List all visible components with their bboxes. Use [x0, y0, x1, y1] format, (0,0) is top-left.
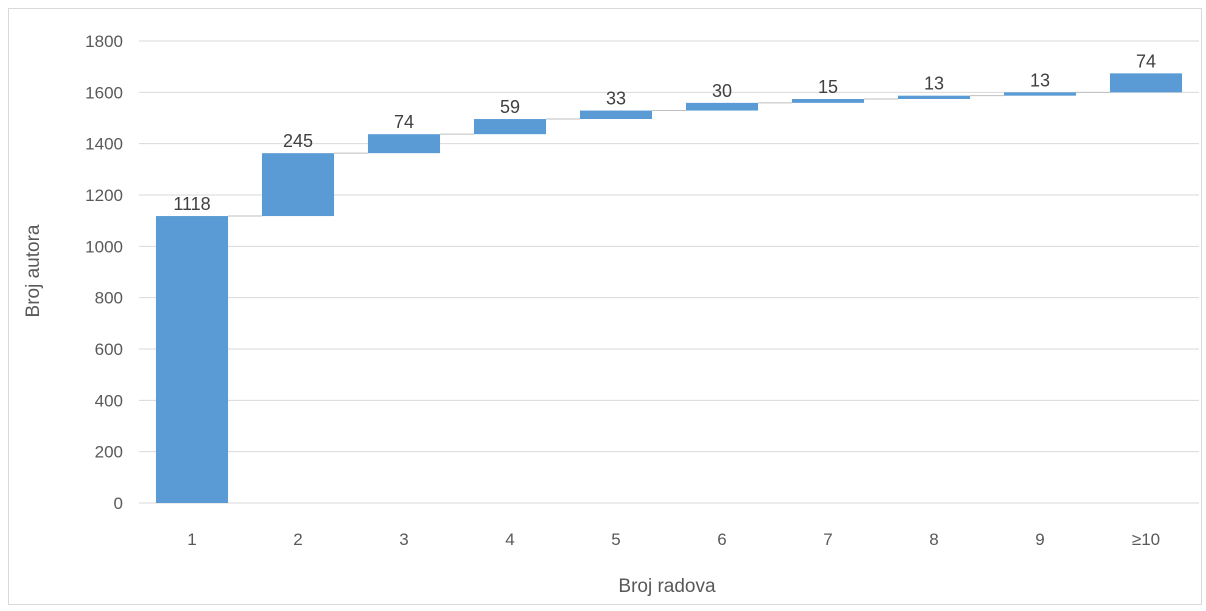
- data-label: 1118: [173, 194, 210, 214]
- x-axis-title: Broj radova: [618, 576, 716, 597]
- bar: [261, 153, 335, 217]
- x-tick-label: ≥10: [1132, 530, 1160, 549]
- x-tick-label: 7: [823, 530, 832, 549]
- bar: [685, 102, 759, 111]
- data-label: 13: [1030, 70, 1050, 90]
- x-tick-label: 9: [1035, 530, 1044, 549]
- y-axis-title: Broj autora: [23, 224, 44, 317]
- y-tick-label: 800: [95, 289, 123, 308]
- bar: [791, 99, 865, 103]
- x-tick-label: 6: [717, 530, 726, 549]
- x-tick-label: 1: [187, 530, 196, 549]
- data-label: 30: [712, 81, 732, 101]
- y-axis-ticks: 0 200 400 600 800 1000 1200 1400 1600 1800: [85, 32, 123, 513]
- data-label: 13: [924, 74, 944, 94]
- data-label: 74: [394, 112, 414, 132]
- data-labels: 1118 245 74 59 33 30 15 13 13 74: [173, 51, 1156, 214]
- x-tick-label: 2: [293, 530, 302, 549]
- bar: [1003, 92, 1077, 96]
- y-tick-label: 1600: [85, 83, 123, 102]
- y-tick-label: 600: [95, 340, 123, 359]
- chart-frame: 0 200 400 600 800 1000 1200 1400 1600 1800 1118 24…: [8, 8, 1202, 605]
- bar: [897, 95, 971, 100]
- bar: [155, 216, 229, 503]
- x-tick-label: 8: [929, 530, 938, 549]
- y-tick-label: 1200: [85, 186, 123, 205]
- bars: [155, 73, 1183, 503]
- x-tick-label: 4: [505, 530, 514, 549]
- y-tick-label: 200: [95, 443, 123, 462]
- y-tick-label: 1800: [85, 32, 123, 51]
- bar: [1109, 73, 1183, 93]
- x-tick-label: 5: [611, 530, 620, 549]
- data-label: 245: [283, 131, 313, 151]
- bar: [579, 110, 653, 120]
- y-tick-label: 1400: [85, 135, 123, 154]
- data-label: 15: [818, 77, 838, 97]
- x-axis-ticks: 1 2 3 4 5 6 7 8 9 ≥10: [187, 530, 1160, 549]
- connector-lines: [228, 91, 1110, 217]
- data-label: 59: [500, 97, 520, 117]
- y-tick-label: 0: [114, 494, 123, 513]
- y-tick-label: 1000: [85, 237, 123, 256]
- x-tick-label: 3: [399, 530, 408, 549]
- data-label: 33: [606, 89, 626, 109]
- bar: [367, 134, 441, 154]
- data-label: 74: [1136, 51, 1156, 71]
- y-tick-label: 400: [95, 391, 123, 410]
- bar: [473, 119, 547, 135]
